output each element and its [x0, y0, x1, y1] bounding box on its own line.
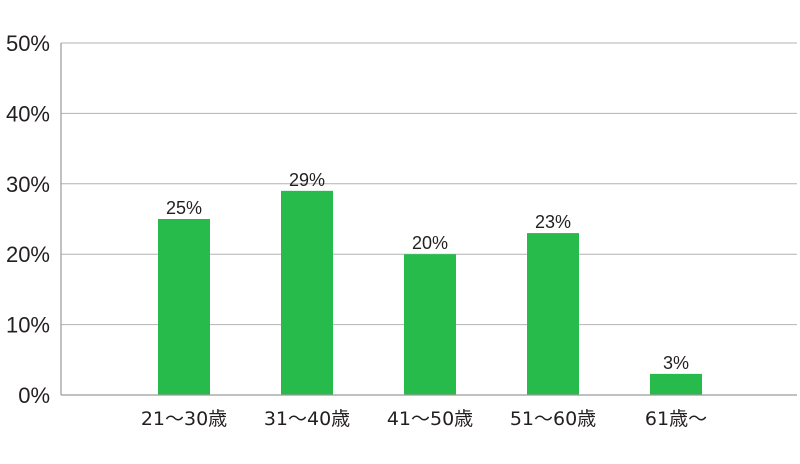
y-tick-label: 50%	[6, 31, 50, 56]
bar	[404, 254, 456, 395]
data-label: 23%	[535, 212, 571, 232]
x-category-labels: 21〜30歳 31〜40歳 41〜50歳 51〜60歳 61歳〜	[141, 408, 707, 430]
x-category-label: 31〜40歳	[264, 408, 350, 430]
axes	[60, 43, 797, 396]
y-tick-labels: 0% 10% 20% 30% 40% 50%	[6, 31, 50, 408]
bars	[158, 190, 702, 395]
data-label: 3%	[663, 353, 689, 373]
x-category-label: 51〜60歳	[510, 408, 596, 430]
y-tick-label: 40%	[6, 101, 50, 126]
data-label: 25%	[166, 198, 202, 218]
bar	[650, 373, 702, 395]
y-tick-label: 30%	[6, 172, 50, 197]
x-category-label: 61歳〜	[645, 408, 707, 430]
y-tick-label: 20%	[6, 242, 50, 267]
x-category-label: 41〜50歳	[387, 408, 473, 430]
bar	[527, 233, 579, 395]
y-tick-label: 0%	[18, 383, 50, 408]
y-tick-label: 10%	[6, 313, 50, 338]
data-labels: 25% 29% 20% 23% 3%	[166, 170, 689, 373]
data-label: 29%	[289, 170, 325, 190]
bar	[158, 219, 210, 395]
data-label: 20%	[412, 233, 448, 253]
bar	[281, 190, 333, 395]
x-category-label: 21〜30歳	[141, 408, 227, 430]
